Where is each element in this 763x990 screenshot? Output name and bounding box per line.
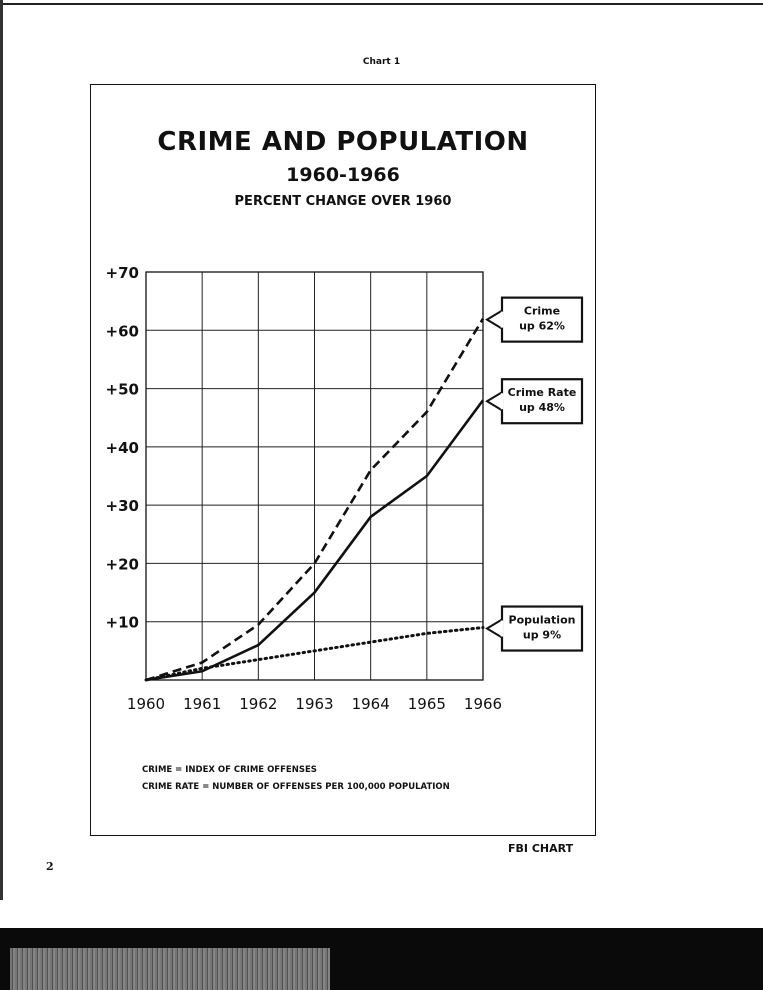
series-line-crime-rate — [145, 399, 485, 682]
x-tick-label: 1965 — [408, 695, 446, 713]
chart-caption: Chart 1 — [362, 57, 401, 67]
chart-years: 1960-1966 — [286, 164, 400, 186]
fbi-chart-label: FBI CHART — [508, 842, 574, 855]
series-line-crime — [145, 317, 485, 682]
x-tick-label: 1966 — [464, 695, 502, 713]
y-tick-label: +50 — [106, 381, 139, 399]
note-crime-rate-definition: CRIME RATE = NUMBER OF OFFENSES PER 100,… — [142, 782, 450, 792]
x-tick-label: 1964 — [352, 695, 390, 713]
callout-label-crime-rate: up 48% — [519, 401, 565, 414]
callout-pointer-crime-rate — [485, 391, 503, 412]
left-scan-edge — [0, 0, 3, 900]
callout-label-population: up 9% — [523, 629, 561, 642]
page-number: 2 — [46, 860, 54, 873]
callout-pointer-population — [485, 618, 503, 639]
x-tick-label: 1960 — [127, 695, 165, 713]
scan-noise — [10, 948, 330, 990]
chart-subtitle: PERCENT CHANGE OVER 1960 — [234, 194, 452, 209]
callout-pointer-crime — [485, 309, 503, 330]
callout-label-population: Population — [509, 614, 576, 627]
x-tick-label: 1962 — [239, 695, 277, 713]
y-tick-label: +70 — [106, 264, 139, 282]
callout-box-crime-rate — [500, 378, 584, 425]
chart-title: CRIME AND POPULATION — [157, 127, 529, 157]
y-tick-label: +60 — [106, 322, 139, 340]
top-scan-rule — [0, 3, 763, 5]
y-tick-label: +30 — [106, 497, 139, 515]
callout-box-population — [500, 605, 584, 652]
y-tick-label: +20 — [106, 555, 139, 573]
callout-label-crime: Crime — [524, 305, 560, 318]
y-tick-label: +10 — [106, 614, 139, 632]
x-tick-label: 1961 — [183, 695, 221, 713]
callout-label-crime-rate: Crime Rate — [508, 386, 577, 399]
y-tick-label: +40 — [106, 439, 139, 457]
note-crime-definition: CRIME = INDEX OF CRIME OFFENSES — [142, 765, 317, 775]
series-line-population — [144, 626, 485, 682]
callout-label-crime: up 62% — [519, 320, 565, 333]
chart-frame — [90, 84, 596, 836]
callout-box-crime — [500, 296, 584, 343]
x-tick-label: 1963 — [295, 695, 333, 713]
